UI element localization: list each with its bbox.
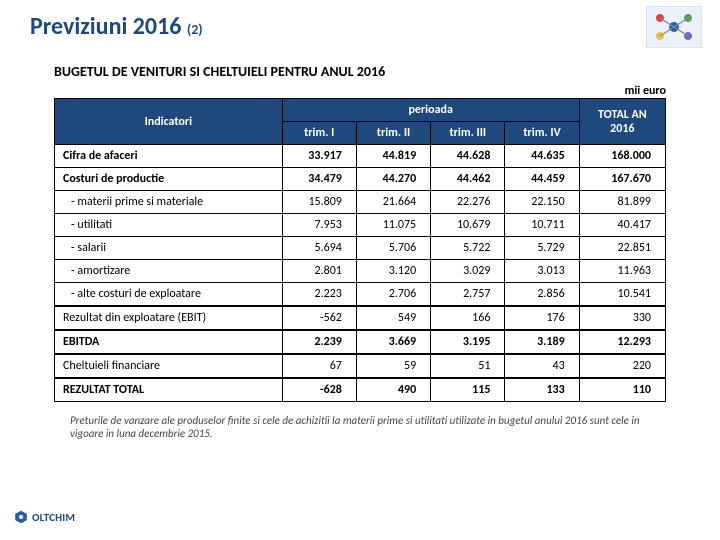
hex-icon	[14, 510, 28, 524]
cell-q1: 5.694	[282, 237, 356, 260]
row-label: - alte costuri de exploatare	[55, 283, 283, 307]
cell-q2: 549	[356, 306, 430, 330]
table-row: Costuri de productie34.47944.27044.46244…	[55, 168, 666, 191]
cell-total: 40.417	[579, 214, 665, 237]
section-heading: BUGETUL DE VENITURI SI CHELTUIELI PENTRU…	[30, 63, 690, 80]
title-main: Previziuni 2016	[30, 12, 187, 41]
row-label: EBITDA	[55, 330, 283, 354]
cell-q1: 2.239	[282, 330, 356, 354]
cell-q2: 5.706	[356, 237, 430, 260]
cell-q3: 22.276	[431, 191, 505, 214]
cell-q2: 11.075	[356, 214, 430, 237]
col-q4: trim. IV	[505, 122, 579, 145]
cell-q3: 2.757	[431, 283, 505, 307]
footer-logo: OLTCHIM	[14, 510, 75, 524]
row-label: Costuri de productie	[55, 168, 283, 191]
title-sub: (2)	[187, 21, 203, 38]
row-label: - utilitati	[55, 214, 283, 237]
table-row: - materii prime si materiale15.80921.664…	[55, 191, 666, 214]
row-label: REZULTAT TOTAL	[55, 378, 283, 402]
row-label: - salarii	[55, 237, 283, 260]
cell-q1: 2.223	[282, 283, 356, 307]
cell-q3: 3.029	[431, 260, 505, 283]
cell-q3: 166	[431, 306, 505, 330]
cell-q1: 33.917	[282, 145, 356, 168]
cell-q4: 43	[505, 354, 579, 378]
table-row: Rezultat din exploatare (EBIT)-562549166…	[55, 306, 666, 330]
col-period: perioada	[282, 99, 579, 122]
row-label: Cheltuieli financiare	[55, 354, 283, 378]
budget-table: Indicatori perioada TOTAL AN 2016 trim. …	[54, 98, 666, 402]
cell-q1: 15.809	[282, 191, 356, 214]
molecule-icon	[646, 6, 702, 48]
cell-q2: 44.270	[356, 168, 430, 191]
row-label: - materii prime si materiale	[55, 191, 283, 214]
cell-total: 167.670	[579, 168, 665, 191]
cell-total: 220	[579, 354, 665, 378]
cell-q4: 3.013	[505, 260, 579, 283]
cell-q3: 5.722	[431, 237, 505, 260]
budget-table-wrap: Indicatori perioada TOTAL AN 2016 trim. …	[30, 98, 690, 402]
cell-q2: 3.669	[356, 330, 430, 354]
col-q3: trim. III	[431, 122, 505, 145]
col-q2: trim. II	[356, 122, 430, 145]
cell-total: 10.541	[579, 283, 665, 307]
table-body: Cifra de afaceri33.91744.81944.62844.635…	[55, 145, 666, 402]
cell-q3: 10.679	[431, 214, 505, 237]
cell-q4: 133	[505, 378, 579, 402]
row-label: Rezultat din exploatare (EBIT)	[55, 306, 283, 330]
cell-q1: 7.953	[282, 214, 356, 237]
table-row: - salarii5.6945.7065.7225.72922.851	[55, 237, 666, 260]
col-q1: trim. I	[282, 122, 356, 145]
cell-q2: 2.706	[356, 283, 430, 307]
cell-q4: 5.729	[505, 237, 579, 260]
cell-total: 22.851	[579, 237, 665, 260]
brand-text: OLTCHIM	[32, 511, 75, 524]
cell-q4: 2.856	[505, 283, 579, 307]
cell-total: 330	[579, 306, 665, 330]
unit-label: mii euro	[30, 84, 690, 98]
cell-q2: 44.819	[356, 145, 430, 168]
cell-q1: 34.479	[282, 168, 356, 191]
cell-q2: 490	[356, 378, 430, 402]
table-row: Cheltuieli financiare67595143220	[55, 354, 666, 378]
cell-total: 110	[579, 378, 665, 402]
cell-q4: 10.711	[505, 214, 579, 237]
cell-q2: 59	[356, 354, 430, 378]
cell-total: 81.899	[579, 191, 665, 214]
cell-total: 12.293	[579, 330, 665, 354]
table-row: REZULTAT TOTAL-628490115133110	[55, 378, 666, 402]
col-total: TOTAL AN 2016	[579, 99, 665, 145]
cell-q4: 22.150	[505, 191, 579, 214]
cell-q2: 3.120	[356, 260, 430, 283]
table-row: - amortizare2.8013.1203.0293.01311.963	[55, 260, 666, 283]
cell-q4: 44.459	[505, 168, 579, 191]
cell-q1: -562	[282, 306, 356, 330]
cell-q3: 115	[431, 378, 505, 402]
cell-total: 11.963	[579, 260, 665, 283]
row-label: Cifra de afaceri	[55, 145, 283, 168]
cell-q3: 51	[431, 354, 505, 378]
cell-q1: 67	[282, 354, 356, 378]
cell-q2: 21.664	[356, 191, 430, 214]
cell-q3: 44.462	[431, 168, 505, 191]
cell-q3: 44.628	[431, 145, 505, 168]
cell-q4: 3.189	[505, 330, 579, 354]
row-label: - amortizare	[55, 260, 283, 283]
page-title: Previziuni 2016 (2)	[30, 12, 690, 41]
table-row: - utilitati7.95311.07510.67910.71140.417	[55, 214, 666, 237]
col-indicator: Indicatori	[55, 99, 283, 145]
table-row: EBITDA2.2393.6693.1953.18912.293	[55, 330, 666, 354]
footnote: Preturile de vanzare ale produselor fini…	[30, 402, 690, 440]
cell-q4: 176	[505, 306, 579, 330]
cell-total: 168.000	[579, 145, 665, 168]
cell-q1: -628	[282, 378, 356, 402]
table-row: - alte costuri de exploatare2.2232.7062.…	[55, 283, 666, 307]
cell-q1: 2.801	[282, 260, 356, 283]
table-row: Cifra de afaceri33.91744.81944.62844.635…	[55, 145, 666, 168]
cell-q3: 3.195	[431, 330, 505, 354]
slide-content: Previziuni 2016 (2) BUGETUL DE VENITURI …	[0, 0, 720, 450]
cell-q4: 44.635	[505, 145, 579, 168]
